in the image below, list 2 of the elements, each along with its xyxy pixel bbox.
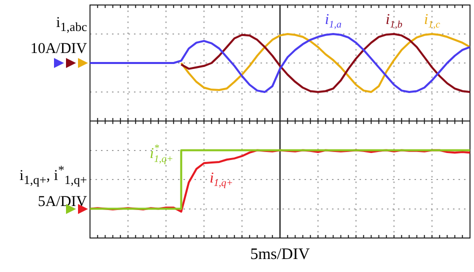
x-axis-title: 5ms/DIV: [249, 246, 311, 264]
y-axis-title: i$_{1,abc}$ 10A/DIV: [29, 14, 87, 59]
